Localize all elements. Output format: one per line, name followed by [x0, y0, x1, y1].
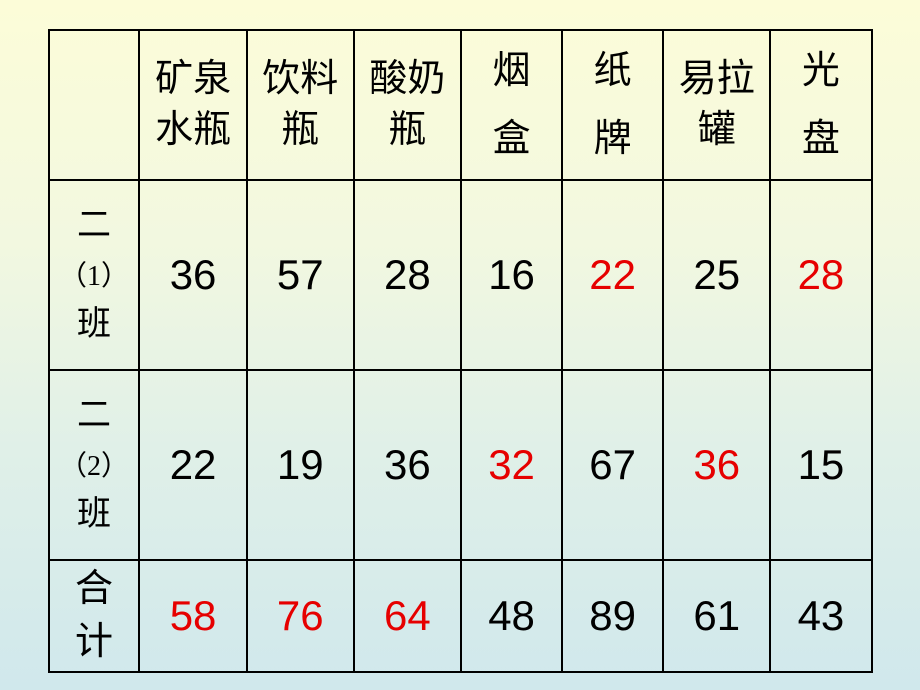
cell: 76	[247, 560, 354, 672]
header-col-4: 烟 盒	[461, 30, 562, 180]
cell: 32	[461, 370, 562, 560]
cell-value: 15	[798, 441, 845, 488]
cell: 19	[247, 370, 354, 560]
table-row: 二 （1） 班 36 57 28 16 22 25 28	[49, 180, 872, 370]
cell-value: 58	[170, 592, 217, 639]
cell-value: 19	[277, 441, 324, 488]
header-col-2-line1: 饮料	[262, 58, 338, 100]
row-label-total: 合 计	[49, 560, 140, 672]
header-col-5-line1: 纸	[594, 50, 632, 92]
header-col-7: 光 盘	[770, 30, 871, 180]
cell: 28	[770, 180, 871, 370]
header-col-3-line2: 瓶	[388, 109, 426, 151]
header-col-1-line2: 水瓶	[155, 109, 231, 151]
row-label-part: 二	[77, 207, 111, 244]
cell-value: 22	[589, 251, 636, 298]
table-row: 二 （2） 班 22 19 36 32 67 36 15	[49, 370, 872, 560]
header-blank	[49, 30, 140, 180]
cell: 15	[770, 370, 871, 560]
cell: 61	[663, 560, 770, 672]
cell: 57	[247, 180, 354, 370]
cell-value: 36	[170, 251, 217, 298]
cell-value: 28	[384, 251, 431, 298]
cell-value: 48	[488, 592, 535, 639]
header-col-5: 纸 牌	[562, 30, 663, 180]
row-label-part: （1）	[59, 261, 129, 292]
cell-value: 25	[693, 251, 740, 298]
cell: 25	[663, 180, 770, 370]
cell: 48	[461, 560, 562, 672]
header-col-6: 易拉 罐	[663, 30, 770, 180]
cell: 67	[562, 370, 663, 560]
cell-value: 67	[589, 441, 636, 488]
row-label-part: 二	[77, 397, 111, 434]
cell: 58	[139, 560, 246, 672]
table-row-total: 合 计 58 76 64 48 89 61 43	[49, 560, 872, 672]
header-col-6-line1: 易拉	[679, 58, 755, 100]
data-table: 矿泉 水瓶 饮料 瓶 酸奶 瓶 烟 盒 纸 牌	[48, 29, 873, 673]
cell-value: 16	[488, 251, 535, 298]
cell-value: 32	[488, 441, 535, 488]
cell-value: 89	[589, 592, 636, 639]
header-col-6-line2: 罐	[698, 109, 736, 151]
cell-value: 22	[170, 441, 217, 488]
row-label-class-1: 二 （1） 班	[49, 180, 140, 370]
cell: 36	[354, 370, 461, 560]
header-col-7-line1: 光	[802, 50, 840, 92]
cell: 16	[461, 180, 562, 370]
cell: 36	[139, 180, 246, 370]
cell: 28	[354, 180, 461, 370]
header-col-7-line2: 盘	[802, 118, 840, 160]
cell-value: 28	[798, 251, 845, 298]
table-header-row: 矿泉 水瓶 饮料 瓶 酸奶 瓶 烟 盒 纸 牌	[49, 30, 872, 180]
data-table-container: 矿泉 水瓶 饮料 瓶 酸奶 瓶 烟 盒 纸 牌	[48, 29, 873, 673]
cell: 36	[663, 370, 770, 560]
cell: 22	[562, 180, 663, 370]
cell-value: 76	[277, 592, 324, 639]
cell: 43	[770, 560, 871, 672]
header-col-5-line2: 牌	[594, 118, 632, 160]
cell-value: 36	[693, 441, 740, 488]
cell-value: 57	[277, 251, 324, 298]
cell: 64	[354, 560, 461, 672]
header-col-1: 矿泉 水瓶	[139, 30, 246, 180]
header-col-3: 酸奶 瓶	[354, 30, 461, 180]
row-label-part: 班	[77, 306, 111, 343]
header-col-2-line2: 瓶	[281, 109, 319, 151]
row-label-part: 计	[75, 621, 113, 663]
header-col-1-line1: 矿泉	[155, 58, 231, 100]
cell: 22	[139, 370, 246, 560]
row-label-part: （2）	[59, 451, 129, 482]
header-col-2: 饮料 瓶	[247, 30, 354, 180]
cell-value: 36	[384, 441, 431, 488]
row-label-part: 合	[75, 568, 113, 610]
header-col-3-line1: 酸奶	[369, 58, 445, 100]
cell: 89	[562, 560, 663, 672]
row-label-class-2: 二 （2） 班	[49, 370, 140, 560]
header-col-4-line2: 盒	[493, 118, 531, 160]
cell-value: 61	[693, 592, 740, 639]
cell-value: 43	[798, 592, 845, 639]
header-col-4-line1: 烟	[493, 50, 531, 92]
cell-value: 64	[384, 592, 431, 639]
row-label-part: 班	[77, 496, 111, 533]
